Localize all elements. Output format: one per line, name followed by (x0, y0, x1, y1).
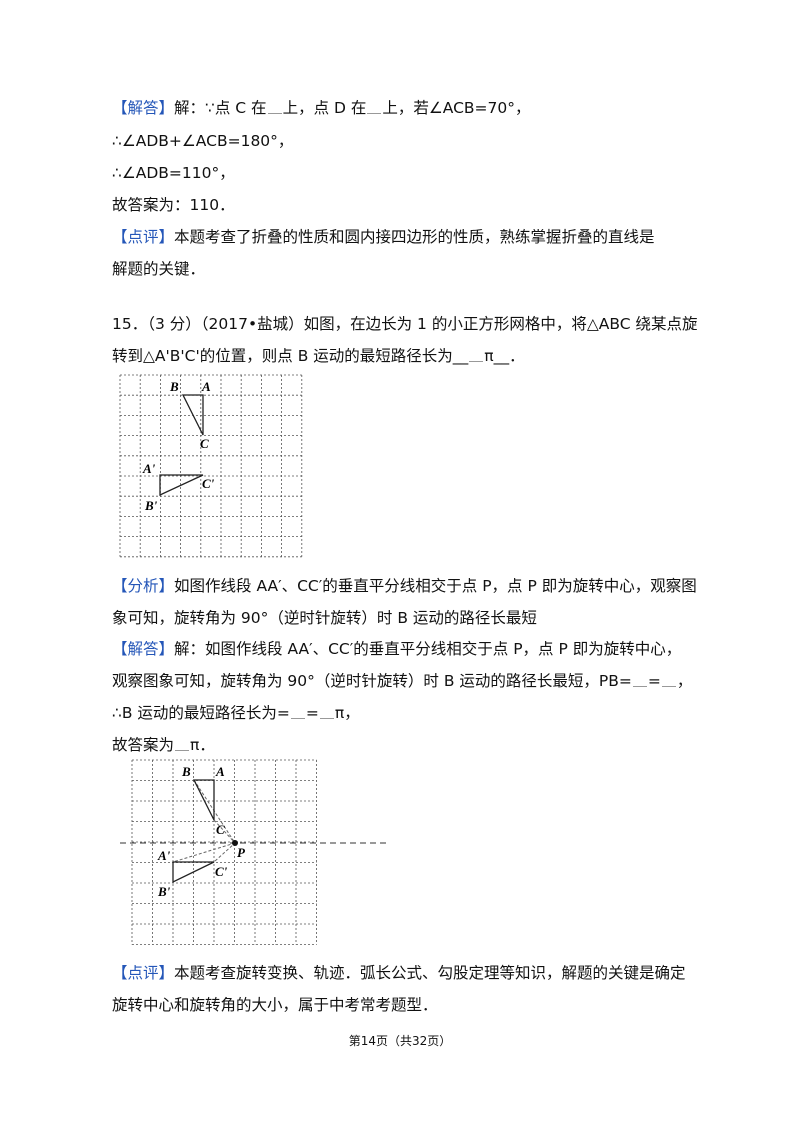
text: 解：如图作线段 AA′、CC′的垂直平分线相交于点 P，点 P 即为旋转中心， (174, 640, 682, 658)
point-label: B (181, 764, 191, 779)
line: 象可知，旋转角为 90°（逆时针旋转）时 B 运动的路径长最短 (112, 609, 537, 627)
line: ∴B 运动的最短路径长为= = π， (112, 701, 360, 723)
text: π． (190, 736, 215, 754)
label: 【点评】 (112, 964, 175, 982)
point-label: B' (144, 498, 158, 513)
text: 如图作线段 AA′、CC′的垂直平分线相交于点 P，点 P 即为旋转中心，观察图 (174, 577, 697, 595)
text: π， (334, 704, 360, 722)
line: 故答案为：110． (112, 196, 235, 214)
text: π__． (484, 347, 525, 365)
line: 15．（3 分）（2017•盐城）如图，在边长为 1 的小正方形网格中，将△AB… (112, 315, 698, 333)
label: 【分析】 (112, 577, 175, 595)
line: 【点评】本题考查旋转变换、轨迹．弧长公式、勾股定理等知识，解题的关键是确定 (112, 961, 686, 983)
line: ∴∠ADB+∠ACB=180°， (112, 132, 294, 150)
figure-1: B A C A' C' B' (119, 374, 303, 558)
line: 【分析】如图作线段 AA′、CC′的垂直平分线相交于点 P，点 P 即为旋转中心… (112, 574, 697, 596)
text: 转到△A'B'C'的位置，则点 B 运动的最短路径长为__ (112, 347, 469, 365)
line: 【解答】解：∵点 C 在上，点 D 在上，若∠ACB=70°， (112, 96, 531, 118)
line: 【点评】本题考查了折叠的性质和圆内接四边形的性质，熟练掌握折叠的直线是 (112, 225, 655, 247)
text: = (647, 672, 661, 690)
text: 解：∵点 C 在 (174, 99, 267, 117)
label: 【解答】 (112, 640, 175, 658)
line: 转到△A'B'C'的位置，则点 B 运动的最短路径长为__ π__． (112, 344, 525, 366)
text: 本题考查了折叠的性质和圆内接四边形的性质，熟练掌握折叠的直线是 (174, 228, 655, 246)
text: ∴B 运动的最短路径长为= (112, 704, 290, 722)
point-label: B' (157, 884, 171, 899)
page-footer: 第14页（共32页） (348, 1034, 452, 1048)
point-label: A (215, 764, 225, 779)
line: 故答案为 π． (112, 733, 215, 755)
text: 上，若∠ACB=70°， (382, 99, 531, 117)
label: 【解答】 (112, 99, 175, 117)
text: 上，点 D 在 (282, 99, 367, 117)
line: ∴∠ADB=110°， (112, 164, 235, 182)
line: 观察图象可知，旋转角为 90°（逆时针旋转）时 B 运动的路径长最短，PB= = ， (112, 669, 692, 691)
point-label: C' (215, 864, 228, 879)
point-label: C (200, 436, 209, 451)
point-label: P (237, 845, 246, 860)
text: 故答案为 (112, 736, 175, 754)
point-label: B (169, 379, 179, 394)
line: 解题的关键． (112, 260, 206, 278)
point-label: A (201, 379, 211, 394)
point-label: C' (202, 476, 215, 491)
text: = (305, 704, 319, 722)
line: 旋转中心和旋转角的大小，属于中考常考题型． (112, 996, 438, 1014)
line: 【解答】解：如图作线段 AA′、CC′的垂直平分线相交于点 P，点 P 即为旋转… (112, 637, 681, 659)
label: 【点评】 (112, 228, 175, 246)
text: 本题考查旋转变换、轨迹．弧长公式、勾股定理等知识，解题的关键是确定 (174, 964, 686, 982)
figure-2: B A C A' P C' B' (120, 759, 388, 945)
point-label: C (216, 822, 225, 837)
text: ， (676, 672, 693, 690)
point-label: A' (157, 848, 171, 863)
point-label: A' (142, 461, 156, 476)
text: 观察图象可知，旋转角为 90°（逆时针旋转）时 B 运动的路径长最短，PB= (112, 672, 632, 690)
